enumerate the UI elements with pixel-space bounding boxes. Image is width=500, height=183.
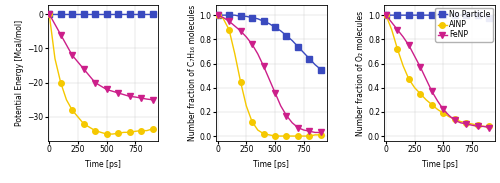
FeNP <box>469 124 475 126</box>
AlNP <box>480 125 486 128</box>
No Particle <box>434 14 440 16</box>
No Particle <box>400 14 406 16</box>
FeNP <box>429 90 435 92</box>
FeNP <box>406 44 412 46</box>
No Particle <box>429 14 435 16</box>
FeNP <box>480 125 486 128</box>
AlNP <box>475 124 481 126</box>
FeNP <box>464 123 469 125</box>
AlNP <box>400 65 406 67</box>
No Particle <box>464 14 469 16</box>
AlNP <box>440 112 446 114</box>
No Particle <box>418 14 424 16</box>
FeNP <box>446 114 452 117</box>
Line: No Particle: No Particle <box>383 12 492 20</box>
No Particle <box>388 14 394 16</box>
FeNP <box>388 21 394 24</box>
FeNP <box>452 119 458 122</box>
AlNP <box>469 123 475 125</box>
No Particle <box>423 14 429 16</box>
FeNP <box>418 66 424 68</box>
FeNP <box>394 29 400 31</box>
Y-axis label: Potential Energy [Mcal/mol]: Potential Energy [Mcal/mol] <box>16 20 24 126</box>
No Particle <box>469 14 475 16</box>
AlNP <box>486 125 492 128</box>
No Particle <box>475 14 481 16</box>
AlNP <box>429 104 435 106</box>
Legend: No Particle, AlNP, FeNP: No Particle, AlNP, FeNP <box>436 8 492 42</box>
AlNP <box>418 93 424 95</box>
X-axis label: Time [ps]: Time [ps] <box>85 160 121 169</box>
FeNP <box>412 55 418 57</box>
AlNP <box>394 48 400 50</box>
AlNP <box>434 108 440 111</box>
No Particle <box>383 14 389 16</box>
FeNP <box>423 78 429 80</box>
FeNP <box>440 108 446 111</box>
No Particle <box>440 14 446 16</box>
AlNP <box>458 120 464 123</box>
AlNP <box>406 78 412 80</box>
Line: FeNP: FeNP <box>383 12 492 130</box>
No Particle <box>452 14 458 16</box>
FeNP <box>383 14 389 16</box>
No Particle <box>406 14 412 16</box>
AlNP <box>423 99 429 101</box>
X-axis label: Time [ps]: Time [ps] <box>254 160 289 169</box>
No Particle <box>446 14 452 16</box>
No Particle <box>458 14 464 16</box>
X-axis label: Time [ps]: Time [ps] <box>422 160 458 169</box>
AlNP <box>464 122 469 124</box>
FeNP <box>475 125 481 128</box>
AlNP <box>446 116 452 118</box>
No Particle <box>412 14 418 16</box>
FeNP <box>486 126 492 129</box>
FeNP <box>434 100 440 102</box>
AlNP <box>452 118 458 120</box>
No Particle <box>480 15 486 17</box>
Y-axis label: Number fraction of O₂ molecules: Number fraction of O₂ molecules <box>356 11 365 136</box>
Line: AlNP: AlNP <box>383 12 492 129</box>
AlNP <box>412 87 418 89</box>
No Particle <box>394 14 400 16</box>
AlNP <box>388 29 394 31</box>
No Particle <box>486 16 492 19</box>
FeNP <box>400 36 406 38</box>
AlNP <box>383 14 389 16</box>
FeNP <box>458 122 464 124</box>
Y-axis label: Number fraction of C₇H₁₆ molecules: Number fraction of C₇H₁₆ molecules <box>188 5 197 141</box>
